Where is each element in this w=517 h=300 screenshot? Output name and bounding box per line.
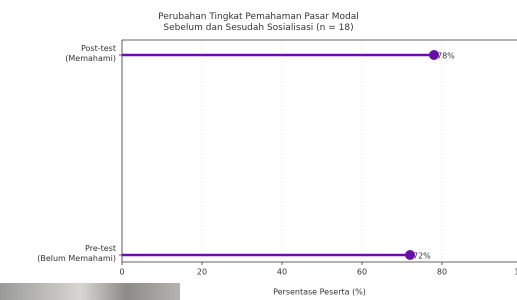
value-label: 72% (413, 252, 431, 261)
value-label: 78% (437, 52, 455, 61)
chart-title: Perubahan Tingkat Pemahaman Pasar Modal … (0, 12, 517, 34)
x-tick-label: 20 (197, 268, 207, 277)
x-tick-label: 40 (277, 268, 287, 277)
x-tick-label: 80 (437, 268, 447, 277)
photo-fragment (0, 283, 180, 300)
x-axis-label: Persentase Peserta (%) (273, 288, 366, 297)
page: 020406080100Persentase Peserta (%)78%72%… (0, 0, 517, 300)
x-tick-label: 60 (357, 268, 367, 277)
y-tick-label: Post-test (Memahami) (65, 44, 116, 64)
x-tick-label: 0 (119, 268, 124, 277)
y-tick-label: Pre-test (Belum Memahami) (37, 244, 116, 264)
